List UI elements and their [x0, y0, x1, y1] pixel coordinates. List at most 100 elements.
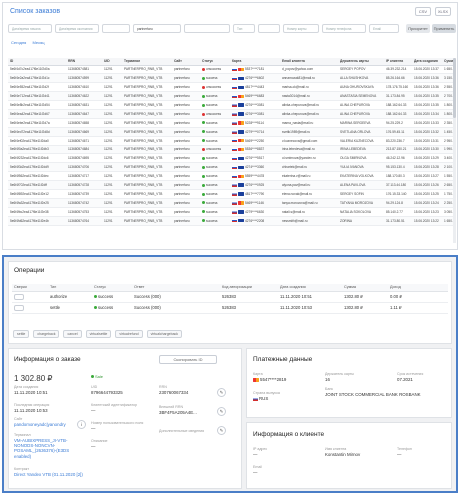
order-id[interactable]: 5e6f4f892ea417f6e11f2e12	[8, 189, 66, 199]
terminal-link[interactable]: VM-AUBIXPRESS_JI-VTB-NONODS-NONCVN-POSAM…	[14, 438, 70, 459]
order-amount: 1 450.00 ₽	[442, 127, 456, 137]
order-terminal: PARTNERPRO_RNB_VTB	[122, 109, 172, 119]
edit-extra-button[interactable]: ✎	[217, 426, 226, 435]
table-row[interactable]: 5e6f4ebe2ea417f6e11f2d7a 113680574658 1129…	[8, 118, 456, 128]
order-holder: AUNA OHUROVSKAYA	[338, 82, 384, 93]
reconcile-toggle[interactable]	[14, 304, 24, 311]
operation-type: settle	[48, 302, 92, 314]
site-link[interactable]: pandomoneyadc|yanondry	[14, 422, 66, 427]
order-id[interactable]: 5e6f4e8b2ea417f6e11f2d54	[8, 100, 66, 110]
column-header[interactable]: IP клиента	[384, 58, 412, 66]
export-xlsx-button[interactable]: XLSX	[435, 7, 451, 16]
order-id[interactable]: 5e6f4ea42ea417f6e11f2d67	[8, 109, 66, 119]
order-id[interactable]: 5e6f4f0a2ea417f6e11f2db3	[8, 145, 66, 155]
operation-chargeback-button[interactable]: chargeback	[33, 330, 60, 338]
export-csv-button[interactable]: CSV	[415, 7, 431, 16]
order-id[interactable]: 5e6f4e2a2ea417f6e11f2d1c	[8, 73, 66, 84]
order-id[interactable]: 5e6f4f3d2ea417f6e11f2dd9	[8, 162, 66, 173]
table-row[interactable]: 5e6f4f702ea417f6e11f2dff 113680574728 1129…	[8, 180, 456, 190]
table-row[interactable]: 5e6f4fa32ea417f6e11f2e25 113680574742 1129…	[8, 198, 456, 208]
email-input[interactable]: Email	[369, 24, 399, 33]
table-row[interactable]: 5e6f4fbc2ea417f6e11f2e38 113680574753 1129…	[8, 207, 456, 217]
order-id[interactable]: 5e6f4ed72ea417f6e11f2d8d	[8, 127, 66, 137]
status-dot-icon	[202, 183, 205, 187]
operation-settle-button[interactable]: settle	[13, 330, 30, 338]
status-text: success	[206, 94, 218, 99]
apply-button[interactable]: Применить	[432, 24, 456, 33]
table-row[interactable]: 5e6f4e2a2ea417f6e11f2d1c 113680574599 1129…	[8, 73, 456, 84]
visa-icon	[238, 85, 244, 90]
order-id[interactable]: 5e6f4fa32ea417f6e11f2e25	[8, 198, 66, 208]
table-scrollbar[interactable]	[453, 58, 456, 243]
column-header[interactable]: Email клиента	[280, 58, 338, 66]
info-icon[interactable]: i	[77, 420, 86, 429]
filter-field[interactable]	[184, 24, 230, 33]
date-from-input[interactable]: Дата/время начала	[8, 24, 52, 33]
order-id[interactable]: 5e6f4fbc2ea417f6e11f2e38	[8, 207, 66, 217]
mastercard-icon	[238, 67, 244, 72]
column-header[interactable]: RRN	[66, 58, 102, 66]
order-site: partnerfaru	[172, 189, 200, 199]
column-header[interactable]: Терминал	[122, 58, 172, 66]
table-row[interactable]: 5e6f4e552ea417f6e11f2d2f 113680574610 1129…	[8, 82, 456, 93]
table-row[interactable]: 5e6f4e712ea417f6e11f2d41 113680574622 1129…	[8, 91, 456, 102]
column-header[interactable]: Карта	[230, 58, 280, 66]
order-id[interactable]: 5e6f4fd62ea417f6e11f2e4b	[8, 216, 66, 226]
order-id[interactable]: 5e6f4f232ea417f6e11f2dc6	[8, 153, 66, 164]
edit-external-button[interactable]: ✎	[217, 407, 226, 416]
table-row[interactable]: 5e6f4ea42ea417f6e11f2d67 113680574647 1129…	[8, 109, 456, 119]
order-id[interactable]: 5e6f4e552ea417f6e11f2d2f	[8, 82, 66, 93]
table-row[interactable]: 5e6f4f0a2ea417f6e11f2db3 113680574684 1129…	[8, 145, 456, 155]
table-row[interactable]: 5e6f4ef02ea417f6e11f2da0 113680574671 1129…	[8, 136, 456, 146]
column-header[interactable]: Дата создания	[412, 58, 442, 66]
created-label: Дата создания	[14, 385, 39, 389]
order-date: 15.06.2020 13:33	[412, 118, 442, 128]
column-header[interactable]: UID	[102, 58, 122, 66]
priority-select[interactable]: Приоритет	[406, 24, 430, 33]
reconcile-toggle[interactable]	[14, 293, 24, 300]
copy-id-button[interactable]: Скопировать ID	[159, 355, 217, 364]
contract-link[interactable]: Direct Yandex VTB (01.11.2020 [2])	[14, 472, 83, 477]
preset-month[interactable]: Месяц	[32, 40, 45, 45]
filter-field[interactable]	[258, 24, 280, 33]
description-label: Описание	[91, 439, 108, 443]
column-header[interactable]: ID	[8, 58, 66, 66]
table-row[interactable]: 5e6f4f232ea417f6e11f2dc6 113680574695 1129…	[8, 153, 456, 164]
operation-virtualsettle-button[interactable]: virtualsettle	[85, 330, 112, 338]
table-row[interactable]: 5e6f4ed72ea417f6e11f2d8d 113680574669 1129…	[8, 127, 456, 137]
filter-field[interactable]	[102, 24, 130, 33]
preset-today[interactable]: Сегодня	[11, 40, 27, 45]
order-id[interactable]: 5e6f4d7c2ea417f6e11f2d0a	[8, 65, 66, 75]
operation-cancel-button[interactable]: cancel	[63, 330, 82, 338]
order-id[interactable]: 5e6f4f702ea417f6e11f2dff	[8, 180, 66, 190]
order-status: success	[200, 100, 230, 110]
order-site: partnerfaru	[172, 136, 200, 146]
order-status: success	[200, 118, 230, 128]
status-text: success	[206, 218, 218, 223]
table-row[interactable]: 5e6f4fd62ea417f6e11f2e4b 113680574764 1129…	[8, 216, 456, 226]
table-row[interactable]: 5e6f4f3d2ea417f6e11f2dd9 113680574706 1129…	[8, 162, 456, 173]
order-id[interactable]: 5e6f4f562ea417f6e11f2dec	[8, 171, 66, 182]
edit-rrn-button[interactable]: ✎	[217, 388, 226, 397]
order-id[interactable]: 5e6f4ebe2ea417f6e11f2d7a	[8, 118, 66, 128]
order-terminal: PARTNERPRO_RNB_VTB	[122, 145, 172, 155]
column-header[interactable]: Статус	[200, 58, 230, 66]
site-select[interactable]: partnerfaru	[133, 24, 181, 33]
table-row[interactable]: 5e6f4d7c2ea417f6e11f2d0a 113680574581 1129…	[8, 65, 456, 75]
type-select[interactable]: Тип	[233, 24, 255, 33]
operation-virtualchargeback-button[interactable]: virtualchargeback	[146, 330, 183, 338]
order-id[interactable]: 5e6f4e712ea417f6e11f2d41	[8, 91, 66, 102]
phone-input[interactable]: Номер телефона	[322, 24, 366, 33]
scrollbar-thumb[interactable]	[453, 58, 456, 118]
table-row[interactable]: 5e6f4f562ea417f6e11f2dec 113680574717 1129…	[8, 171, 456, 182]
table-row[interactable]: 5e6f4f892ea417f6e11f2e12 113680574739 1129…	[8, 189, 456, 199]
operations-column-header: Код авторизации	[220, 284, 278, 292]
column-header[interactable]: Сумма	[442, 58, 456, 66]
operation-virtualrefund-button[interactable]: virtualrefund	[115, 330, 143, 338]
order-id[interactable]: 5e6f4ef02ea417f6e11f2da0	[8, 136, 66, 146]
date-to-input[interactable]: Дата/время окончания	[55, 24, 99, 33]
table-row[interactable]: 5e6f4e8b2ea417f6e11f2d54 113680574631 1129…	[8, 100, 456, 110]
column-header[interactable]: Сайт	[172, 58, 200, 66]
card-number-input[interactable]: Номер карты	[283, 24, 319, 33]
column-header[interactable]: Держатель карты	[338, 58, 384, 66]
